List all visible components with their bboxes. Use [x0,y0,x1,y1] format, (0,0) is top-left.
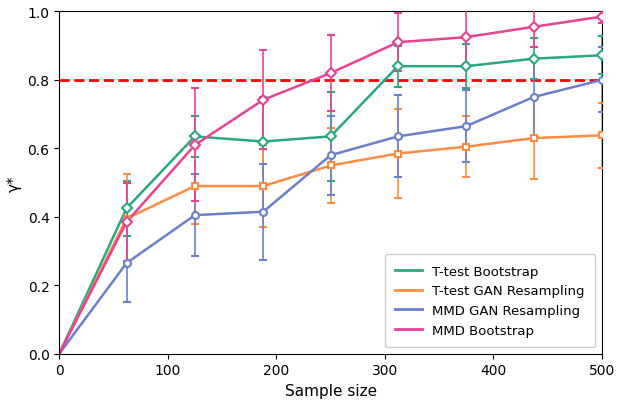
X-axis label: Sample size: Sample size [284,383,377,398]
Y-axis label: γ*: γ* [7,175,22,192]
Legend: T-test Bootstrap, T-test GAN Resampling, MMD GAN Resampling, MMD Bootstrap: T-test Bootstrap, T-test GAN Resampling,… [385,255,595,347]
